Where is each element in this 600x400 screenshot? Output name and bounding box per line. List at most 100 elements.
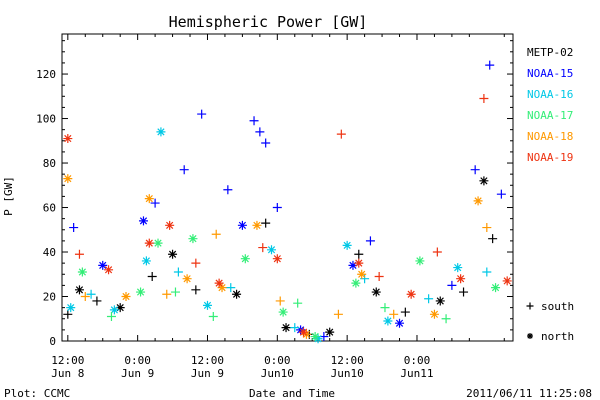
- x-tick-label: 0:00: [264, 354, 291, 367]
- data-point-north: [156, 127, 166, 137]
- data-point-north: [406, 289, 416, 299]
- data-point-north: [144, 238, 154, 248]
- data-point-south: [261, 138, 271, 148]
- data-point-south: [255, 127, 265, 137]
- y-axis: 0 20 40 60 80 100 120: [36, 40, 513, 348]
- data-point-south: [223, 185, 233, 195]
- data-point-north: [491, 283, 501, 293]
- legend: METP-02 NOAA-15 NOAA-16 NOAA-17 NOAA-18 NOAA-…: [526, 46, 574, 343]
- data-point-north: [202, 300, 212, 310]
- data-point-south: [226, 283, 236, 293]
- data-point-south: [424, 294, 434, 304]
- data-point-south: [293, 298, 303, 308]
- data-point-north: [141, 256, 151, 266]
- data-point-north: [136, 287, 146, 297]
- data-point-south: [374, 271, 384, 281]
- data-point-south: [86, 289, 96, 299]
- data-point-south: [179, 165, 189, 175]
- marker-legend-north-symbol: [527, 333, 533, 339]
- x-tick-label: 0:00: [404, 354, 431, 367]
- x-axis-label: Date and Time: [249, 387, 335, 400]
- marker-legend-label: north: [541, 330, 574, 343]
- data-point-south: [80, 292, 90, 302]
- data-point-north: [354, 258, 364, 268]
- data-point-south: [197, 109, 207, 119]
- legend-entry: NOAA-16: [527, 88, 573, 101]
- data-point-north: [165, 220, 175, 230]
- data-point-south: [170, 287, 180, 297]
- data-point-north: [395, 318, 405, 328]
- data-point-north: [281, 323, 291, 333]
- data-point-north: [453, 263, 463, 273]
- data-point-north: [383, 316, 393, 326]
- y-tick-label: 60: [43, 202, 56, 215]
- y-tick-label: 120: [36, 68, 56, 81]
- y-tick-label: 0: [49, 335, 56, 348]
- data-point-south: [290, 323, 300, 333]
- data-point-south: [336, 129, 346, 139]
- data-point-north: [266, 245, 276, 255]
- data-point-north: [168, 249, 178, 259]
- data-point-south: [485, 60, 495, 70]
- x-tick-label: 12:00: [331, 354, 364, 367]
- data-point-south: [275, 296, 285, 306]
- data-point-north: [232, 289, 242, 299]
- data-point-north: [144, 194, 154, 204]
- data-point-north: [74, 285, 84, 295]
- data-point-south: [400, 307, 410, 317]
- data-point-south: [63, 309, 73, 319]
- data-point-north: [214, 278, 224, 288]
- data-point-south: [380, 303, 390, 313]
- marker-legend-south-symbol: [526, 302, 534, 310]
- data-point-north: [240, 254, 250, 264]
- x-tick-date-label: Jun 9: [121, 367, 154, 380]
- data-point-south: [208, 312, 218, 322]
- data-point-south: [365, 236, 375, 246]
- data-point-north: [66, 303, 76, 313]
- data-point-north: [63, 174, 73, 184]
- data-point-north: [456, 274, 466, 284]
- data-point-north: [63, 134, 73, 144]
- data-point-north: [415, 256, 425, 266]
- data-points: [63, 60, 512, 344]
- data-point-south: [354, 249, 364, 259]
- data-point-north: [188, 234, 198, 244]
- x-tick-date-label: Jun11: [400, 367, 433, 380]
- chart-title: Hemispheric Power [GW]: [169, 13, 368, 31]
- data-point-south: [147, 271, 157, 281]
- data-point-north: [272, 254, 282, 264]
- data-point-south: [447, 280, 457, 290]
- marker-legend-label: south: [541, 300, 574, 313]
- y-tick-label: 40: [43, 246, 56, 259]
- footer-timestamp: 2011/06/11 11:25:08: [466, 387, 592, 400]
- x-tick-label: 12:00: [51, 354, 84, 367]
- data-point-north: [342, 240, 352, 250]
- data-point-north: [502, 276, 512, 286]
- data-point-south: [482, 267, 492, 277]
- data-point-north: [98, 260, 108, 270]
- data-point-south: [258, 243, 268, 253]
- data-point-north: [435, 296, 445, 306]
- data-point-south: [496, 189, 506, 199]
- data-point-north: [429, 309, 439, 319]
- legend-entry: NOAA-15: [527, 67, 573, 80]
- legend-entry: NOAA-17: [527, 109, 573, 122]
- data-point-north: [182, 274, 192, 284]
- data-point-north: [121, 292, 131, 302]
- footer-credit: Plot: CCMC: [4, 387, 70, 400]
- data-point-south: [92, 296, 102, 306]
- data-point-south: [459, 287, 469, 297]
- data-point-north: [371, 287, 381, 297]
- data-point-south: [162, 289, 172, 299]
- x-tick-date-label: Jun 9: [191, 367, 224, 380]
- data-point-south: [106, 312, 116, 322]
- data-point-south: [441, 314, 451, 324]
- data-point-south: [470, 165, 480, 175]
- data-point-south: [488, 234, 498, 244]
- data-point-south: [482, 223, 492, 233]
- data-point-north: [278, 307, 288, 317]
- data-point-north: [77, 267, 87, 277]
- x-tick-label: 12:00: [191, 354, 224, 367]
- data-point-north: [357, 269, 367, 279]
